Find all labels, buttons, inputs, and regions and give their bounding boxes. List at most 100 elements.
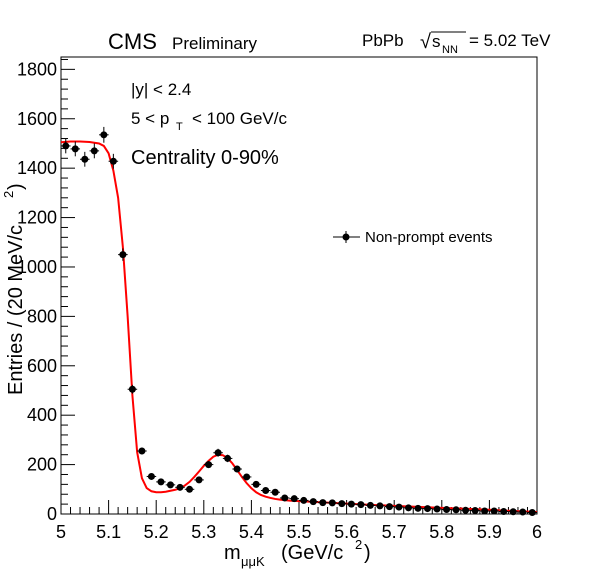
data-point	[452, 506, 460, 514]
data-point	[186, 485, 194, 493]
data-point	[109, 157, 117, 165]
y-tick-label: 400	[27, 405, 57, 425]
data-point	[471, 507, 479, 515]
pt-cut-sub: T	[176, 121, 183, 133]
x-tick-label: 5.6	[334, 522, 359, 542]
x-tick-label: 5.8	[429, 522, 454, 542]
data-point	[338, 500, 346, 508]
data-point	[300, 496, 308, 504]
pt-cut-high: < 100 GeV/c	[192, 109, 287, 128]
ylabel-sup: 2	[1, 191, 16, 198]
data-point	[519, 508, 527, 516]
header: CMS Preliminary PbPb √ s NN = 5.02 TeV	[108, 29, 551, 56]
data-point	[262, 487, 270, 495]
x-tick-label: 6	[532, 522, 542, 542]
xlabel-main: m	[224, 542, 241, 564]
pt-cut-low: 5 < p	[131, 109, 169, 128]
y-tick-label: 1600	[17, 109, 57, 129]
data-point	[90, 147, 98, 155]
sqrt-symbol: √	[420, 31, 431, 53]
y-tick-label: 0	[47, 504, 57, 524]
data-point	[414, 504, 422, 512]
data-point	[233, 465, 241, 473]
axes: 5 5.1 5.2 5.3 5.4 5.5 5.6 5.7 5.8 5.9 6 0 200 400 600 8…	[17, 56, 542, 542]
data-point	[138, 447, 146, 455]
y-tick-label: 1800	[17, 59, 57, 79]
data-point	[328, 499, 336, 507]
data-point	[500, 508, 508, 516]
data-point	[166, 481, 174, 489]
y-tick-label: 1000	[17, 257, 57, 277]
data-point	[119, 251, 127, 259]
data-point	[205, 461, 213, 469]
data-point	[509, 508, 517, 516]
data-point	[176, 483, 184, 491]
centrality-label: Centrality 0-90%	[131, 147, 279, 169]
data-point	[281, 494, 289, 502]
x-tick-label: 5.4	[239, 522, 264, 542]
data-point	[224, 454, 232, 462]
y-tick-label: 1200	[17, 208, 57, 228]
points-layer	[61, 126, 537, 517]
x-tick-label: 5.9	[477, 522, 502, 542]
data-point	[528, 509, 536, 517]
data-point	[366, 501, 374, 509]
data-point	[424, 505, 432, 513]
ylabel-close: )	[5, 183, 27, 190]
y-axis-title: Entries / (20 MeV/c 2 )	[1, 183, 27, 395]
data-point	[462, 506, 470, 514]
data-point	[243, 473, 251, 481]
energy-sub: NN	[442, 44, 458, 56]
data-point	[290, 495, 298, 503]
y-tick-label: 600	[27, 356, 57, 376]
xlabel-sub: μμK	[241, 554, 265, 569]
x-tick-label: 5.1	[96, 522, 121, 542]
data-point	[433, 505, 441, 513]
data-point	[481, 507, 489, 515]
energy-value: = 5.02 TeV	[469, 31, 551, 50]
data-point	[81, 155, 89, 163]
data-point	[376, 502, 384, 510]
x-tick-label: 5	[56, 522, 66, 542]
data-point	[395, 503, 403, 511]
y-tick-label: 800	[27, 306, 57, 326]
data-point	[347, 500, 355, 508]
legend-label: Non-prompt events	[365, 229, 493, 246]
status-label: Preliminary	[172, 34, 258, 53]
data-point	[128, 385, 136, 393]
data-point	[100, 131, 108, 139]
energy-var: s	[432, 32, 441, 51]
data-point	[271, 488, 279, 496]
data-point	[309, 498, 317, 506]
data-point	[357, 501, 365, 509]
xlabel-sup: 2	[355, 537, 362, 552]
data-point	[319, 499, 327, 507]
data-point	[71, 145, 79, 153]
legend: Non-prompt events	[333, 229, 493, 246]
data-point	[214, 449, 222, 457]
y-tick-label: 1400	[17, 158, 57, 178]
data-point	[404, 504, 412, 512]
experiment-label: CMS	[108, 29, 157, 54]
ylabel-main: Entries / (20 MeV/c	[5, 225, 27, 395]
xlabel-close: )	[364, 542, 371, 564]
data-point	[443, 506, 451, 514]
data-point	[157, 478, 165, 486]
x-tick-label: 5.2	[144, 522, 169, 542]
rapidity-cut: |y| < 2.4	[131, 80, 191, 99]
xlabel-unit: (GeV/c	[281, 542, 343, 564]
data-point	[252, 480, 260, 488]
system-label: PbPb	[362, 31, 404, 50]
x-tick-label: 5.5	[286, 522, 311, 542]
y-tick-label: 200	[27, 455, 57, 475]
x-tick-label: 5.3	[191, 522, 216, 542]
data-point	[385, 503, 393, 511]
cut-annotations: |y| < 2.4 5 < p T < 100 GeV/c Centrality…	[131, 80, 287, 169]
x-tick-label: 5.7	[382, 522, 407, 542]
data-point	[62, 142, 70, 150]
legend-marker	[342, 233, 350, 241]
data-point	[147, 472, 155, 480]
data-point	[490, 507, 498, 515]
